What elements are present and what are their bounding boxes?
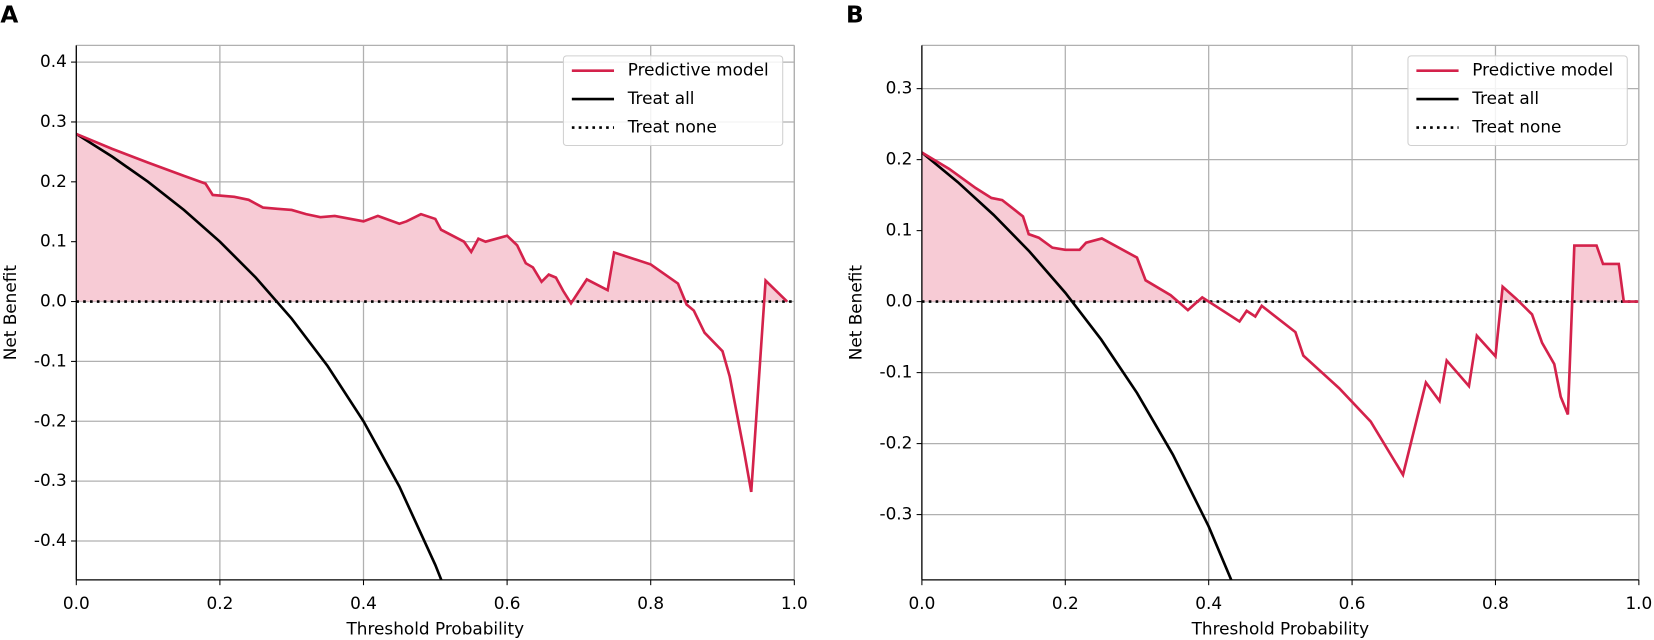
series-line	[76, 132, 443, 580]
x-tick-label: 1.0	[1625, 593, 1652, 613]
y-tick-label: -0.1	[879, 362, 912, 382]
x-tick-label: 0.6	[1339, 593, 1366, 613]
x-tick-label: 0.4	[1195, 593, 1222, 613]
legend-label: Treat none	[1471, 117, 1561, 137]
legend-box	[1407, 55, 1628, 147]
series-line	[921, 151, 1233, 580]
y-tick-label: -0.2	[34, 410, 67, 430]
x-tick-label: 0.4	[350, 593, 377, 613]
x-axis-label: Threshold Probability	[1191, 618, 1370, 638]
benefit-area	[921, 152, 1624, 302]
x-tick-label: 1.0	[781, 593, 808, 613]
y-tick-label: 0.3	[886, 78, 913, 98]
y-tick-label: -0.3	[879, 504, 912, 524]
benefit-area	[76, 133, 788, 302]
y-tick-label: 0.0	[40, 291, 67, 311]
legend-label: Treat all	[627, 88, 695, 108]
x-tick-label: 0.8	[1482, 593, 1509, 613]
y-tick-label: -0.3	[34, 470, 67, 490]
y-axis-label: Net Benefit	[0, 265, 20, 361]
panel-label: B	[846, 1, 864, 28]
x-tick-label: 0.2	[1052, 593, 1079, 613]
legend-label: Predictive model	[1472, 60, 1613, 80]
y-tick-label: 0.2	[886, 149, 913, 169]
y-tick-label: 0.1	[40, 231, 67, 251]
y-tick-label: -0.2	[879, 433, 912, 453]
y-tick-label: 0.0	[886, 291, 913, 311]
legend-label: Treat all	[1471, 88, 1539, 108]
x-tick-label: 0.2	[206, 593, 233, 613]
y-axis-label: Net Benefit	[846, 265, 866, 361]
series-line	[76, 132, 789, 493]
legend-label: Predictive model	[628, 60, 769, 80]
panel-label: A	[0, 1, 18, 28]
legend-label: Treat none	[627, 117, 717, 137]
legend-box	[562, 55, 784, 147]
x-axis-label: Threshold Probability	[346, 618, 525, 638]
series-line	[921, 151, 1639, 479]
y-tick-label: 0.1	[886, 220, 913, 240]
x-tick-label: 0.0	[63, 593, 90, 613]
y-tick-label: 0.4	[40, 51, 67, 71]
x-tick-label: 0.6	[494, 593, 521, 613]
y-tick-label: -0.1	[34, 350, 67, 370]
y-tick-label: -0.4	[34, 530, 67, 550]
x-tick-label: 0.0	[908, 593, 935, 613]
y-tick-label: 0.3	[40, 111, 67, 131]
x-tick-label: 0.8	[637, 593, 664, 613]
y-tick-label: 0.2	[40, 171, 67, 191]
